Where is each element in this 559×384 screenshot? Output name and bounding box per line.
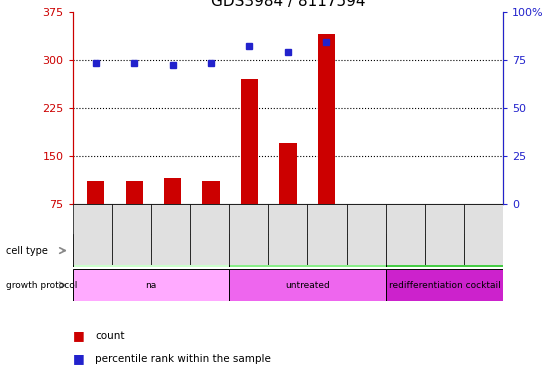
Text: untreated: untreated — [285, 281, 330, 290]
Bar — [229, 269, 386, 301]
Bar — [318, 34, 335, 204]
Bar — [73, 234, 229, 267]
Bar — [112, 204, 151, 265]
Bar — [268, 204, 307, 265]
Bar — [386, 204, 425, 265]
Bar — [464, 204, 503, 265]
Title: GDS3984 / 8117594: GDS3984 / 8117594 — [211, 0, 365, 9]
Text: uncultured Islets: uncultured Islets — [113, 246, 189, 255]
Bar — [241, 79, 258, 204]
Text: na: na — [145, 281, 157, 290]
Bar — [73, 269, 229, 301]
Bar — [425, 204, 464, 265]
Text: ■: ■ — [73, 353, 84, 366]
Bar — [202, 181, 220, 204]
Bar — [347, 204, 386, 265]
Bar — [229, 234, 386, 267]
Text: expanded Islet -
redifferentiated: expanded Islet - redifferentiated — [408, 241, 481, 260]
Bar — [190, 204, 229, 265]
Bar — [164, 178, 181, 204]
Text: ■: ■ — [73, 329, 84, 343]
Bar — [229, 204, 268, 265]
Bar — [386, 234, 503, 267]
Text: cell type: cell type — [6, 245, 48, 256]
Bar — [151, 204, 190, 265]
Bar — [386, 269, 503, 301]
Text: growth protocol: growth protocol — [6, 281, 77, 290]
Bar — [126, 181, 143, 204]
Bar — [87, 181, 105, 204]
Text: percentile rank within the sample: percentile rank within the sample — [95, 354, 271, 364]
Text: count: count — [95, 331, 125, 341]
Text: expanded Islet - dedifferentiated: expanded Islet - dedifferentiated — [233, 246, 382, 255]
Bar — [307, 204, 347, 265]
Bar — [280, 143, 296, 204]
Bar — [73, 204, 112, 265]
Text: redifferentiation cocktail: redifferentiation cocktail — [389, 281, 500, 290]
